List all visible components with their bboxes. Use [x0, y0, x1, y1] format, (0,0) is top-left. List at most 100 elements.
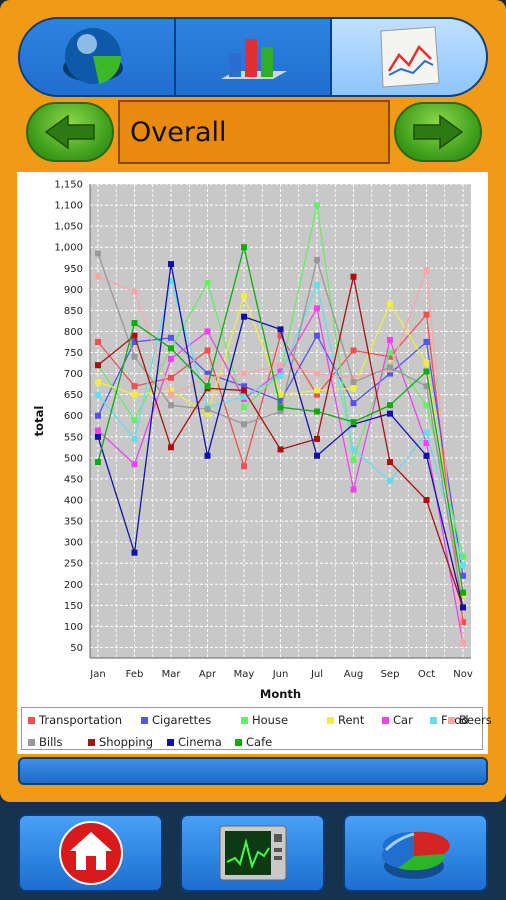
- y-tick-label: 100: [64, 622, 83, 633]
- data-point: [314, 305, 320, 312]
- data-point: [168, 334, 174, 341]
- x-tick-label: Oct: [418, 669, 435, 680]
- pie-chart-icon: [381, 831, 450, 879]
- y-tick-label: 1,150: [54, 180, 83, 191]
- legend-label: Beers: [459, 713, 492, 727]
- y-tick-label: 600: [64, 411, 83, 422]
- tab-pie-chart[interactable]: [20, 19, 176, 95]
- pie-3d-icon: [63, 28, 123, 84]
- data-point: [350, 385, 357, 392]
- data-point: [204, 280, 211, 287]
- data-point: [350, 374, 357, 381]
- legend-label: House: [252, 713, 289, 727]
- x-tick-label: Nov: [453, 669, 473, 680]
- data-point: [277, 391, 284, 398]
- legend-item: Cinema: [167, 735, 222, 749]
- legend-marker: [448, 717, 455, 724]
- data-point: [241, 463, 247, 470]
- legend-marker: [28, 717, 35, 724]
- data-point: [277, 332, 284, 339]
- data-point: [241, 404, 247, 411]
- data-point: [204, 374, 211, 381]
- y-tick-label: 300: [64, 538, 83, 549]
- data-point: [241, 292, 247, 299]
- data-point: [131, 549, 138, 556]
- data-point: [423, 368, 430, 375]
- previous-button[interactable]: [26, 102, 114, 162]
- legend-item: Car: [382, 713, 413, 727]
- legend-item: Bills: [28, 735, 62, 749]
- y-tick-label: 800: [64, 327, 83, 338]
- data-point: [95, 427, 101, 434]
- data-point: [204, 347, 211, 354]
- data-point: [423, 383, 430, 390]
- data-point: [423, 267, 430, 274]
- legend-marker: [167, 739, 174, 746]
- data-point: [277, 397, 284, 404]
- data-point: [241, 387, 247, 394]
- data-point: [204, 370, 211, 377]
- y-tick-label: 850: [64, 306, 83, 317]
- monitor-graph-icon: [219, 825, 286, 881]
- data-point: [204, 410, 211, 417]
- arrow-right-icon: [413, 114, 464, 150]
- legend-marker: [28, 739, 35, 746]
- next-button[interactable]: [394, 102, 482, 162]
- legend-marker: [430, 717, 437, 724]
- data-point: [423, 311, 430, 318]
- legend-label: Shopping: [99, 735, 154, 749]
- data-point: [131, 383, 138, 390]
- legend-marker: [327, 717, 334, 724]
- data-point: [460, 604, 466, 611]
- y-tick-label: 1,000: [54, 243, 83, 254]
- page-title: Overall: [118, 100, 390, 164]
- legend-item: Rent: [327, 713, 364, 727]
- data-point: [460, 553, 466, 560]
- data-point: [131, 288, 138, 295]
- legend-label: Cigarettes: [152, 713, 212, 727]
- data-point: [314, 387, 320, 394]
- data-point: [168, 387, 174, 394]
- legend-label: Car: [393, 713, 413, 727]
- data-point: [423, 440, 430, 447]
- y-axis-title: total: [32, 406, 46, 437]
- data-point: [423, 429, 430, 436]
- x-tick-label: May: [234, 669, 255, 680]
- legend-label: Rent: [338, 713, 365, 727]
- data-point: [314, 370, 320, 377]
- tab-line-chart[interactable]: [332, 19, 486, 95]
- y-tick-label: 150: [64, 601, 83, 612]
- data-point: [314, 452, 320, 459]
- legend-marker: [241, 717, 248, 724]
- bar-chart-icon: [221, 39, 287, 79]
- data-point: [204, 406, 211, 413]
- data-point: [350, 486, 357, 493]
- data-point: [95, 391, 101, 398]
- home-icon: [58, 821, 123, 885]
- y-tick-label: 950: [64, 264, 83, 275]
- pie-stats-button[interactable]: [343, 814, 488, 892]
- tab-bar-chart[interactable]: [176, 19, 332, 95]
- data-point: [314, 256, 320, 263]
- y-tick-label: 200: [64, 580, 83, 591]
- data-point: [350, 273, 357, 280]
- data-point: [131, 416, 138, 423]
- arrow-left-icon: [44, 114, 95, 150]
- data-point: [423, 402, 430, 409]
- data-point: [277, 408, 284, 415]
- data-point: [277, 404, 284, 411]
- data-point: [314, 282, 320, 289]
- legend-item: Cafe: [235, 735, 272, 749]
- data-point: [460, 619, 466, 626]
- data-point: [314, 332, 320, 339]
- data-point: [387, 478, 393, 485]
- data-point: [277, 372, 284, 379]
- home-button[interactable]: [18, 814, 163, 892]
- x-tick-label: Aug: [344, 669, 364, 680]
- data-point: [314, 435, 320, 442]
- legend-marker: [382, 717, 389, 724]
- data-point: [168, 391, 174, 398]
- data-point: [168, 374, 174, 381]
- title-navigation: Overall: [26, 100, 482, 166]
- monitor-button[interactable]: [180, 814, 325, 892]
